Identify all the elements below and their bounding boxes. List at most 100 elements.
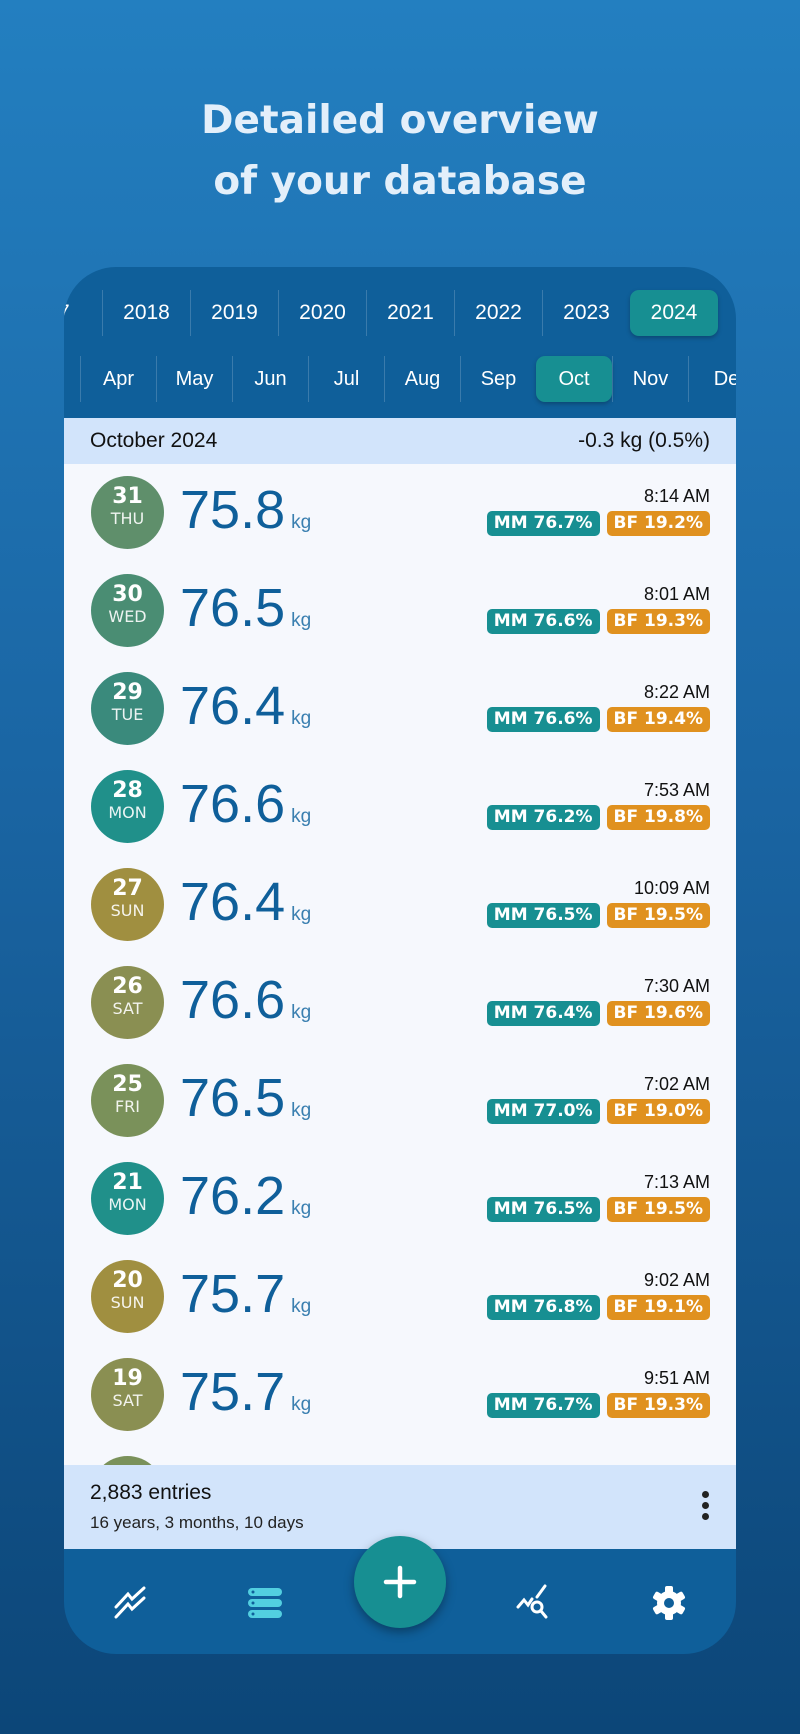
headline-line-2: of your database [213,159,587,204]
weight-value: 76.5 kg [180,1066,311,1143]
entry-time: 8:14 AM [643,486,710,506]
weekday: SUN [110,901,145,920]
year-tab-2022[interactable]: 2022 [454,290,542,336]
date-circle: 28 MON [91,770,164,843]
weight-unit: kg [291,610,312,631]
weight-value: 76.5 kg [180,576,311,653]
entry-row[interactable]: 27 SUN 76.4 kg 10:09 AM MM 76.5% BF 19.5% [64,856,736,954]
analysis-icon[interactable] [515,1583,555,1623]
muscle-mass-badge: MM 76.7% [486,1393,600,1418]
month-change: -0.3 kg (0.5%) [578,429,710,452]
entry-row[interactable]: 20 SUN 75.7 kg 9:02 AM MM 76.8% BF 19.1% [64,1248,736,1346]
entry-time: 8:01 AM [643,584,710,604]
month-tab-aug[interactable]: Aug [384,356,460,402]
entries-list[interactable]: 19 SAT 75.7 kg 9:51 AM MM 76.7% BF 19.3% 20 S… [64,464,736,1465]
day-number: 29 [112,680,143,705]
year-tab-2020[interactable]: 2020 [278,290,366,336]
weight-unit: kg [291,1002,312,1023]
weight-number: 76.4 [180,872,286,932]
month-tab-nov[interactable]: Nov [612,356,688,402]
weight-value: 76.2 kg [180,1164,311,1241]
settings-icon[interactable] [649,1583,689,1623]
day-number: 31 [112,484,143,509]
app-window: 172018201920202021202220232024 rAprMayJu… [64,267,736,1654]
weekday: THU [110,509,145,528]
weight-unit: kg [291,904,312,925]
add-entry-button[interactable] [354,1536,446,1628]
weight-unit: kg [291,1394,312,1415]
body-fat-badge: BF 19.0% [606,1099,710,1124]
weekday: WED [108,607,147,626]
entry-row[interactable]: 29 TUE 76.4 kg 8:22 AM MM 76.6% BF 19.4% [64,660,736,758]
day-number: 28 [112,778,143,803]
month-tab-may[interactable]: May [156,356,232,402]
partial-date-circle [91,1456,164,1465]
time-span: 16 years, 3 months, 10 days [90,1513,304,1532]
weekday: SAT [112,999,143,1018]
muscle-mass-badge: MM 76.8% [486,1295,600,1320]
weekday: TUE [111,705,144,724]
entry-row[interactable]: 30 WED 76.5 kg 8:01 AM MM 76.6% BF 19.3% [64,562,736,660]
entry-row[interactable]: 25 FRI 76.5 kg 7:02 AM MM 77.0% BF 19.0% [64,1052,736,1150]
chart-icon[interactable] [111,1583,151,1623]
entry-row[interactable]: 28 MON 76.6 kg 7:53 AM MM 76.2% BF 19.8% [64,758,736,856]
date-circle: 20 SUN [91,1260,164,1333]
entry-row[interactable]: 26 SAT 76.6 kg 7:30 AM MM 76.4% BF 19.6% [64,954,736,1052]
body-fat-badge: BF 19.5% [606,1197,710,1222]
year-tab-2021[interactable]: 2021 [366,290,454,336]
year-tab-17[interactable]: 17 [64,290,102,336]
year-tab-2018[interactable]: 2018 [102,290,190,336]
muscle-mass-badge: MM 76.5% [486,1197,600,1222]
entry-row[interactable]: 31 THU 75.8 kg 8:14 AM MM 76.7% BF 19.2% [64,464,736,562]
entry-time: 7:30 AM [643,976,710,996]
muscle-mass-badge: MM 76.6% [486,707,600,732]
month-tab-jul[interactable]: Jul [308,356,384,402]
weight-value: 75.7 kg [180,1360,311,1437]
body-fat-badge: BF 19.8% [606,805,710,830]
weight-number: 76.2 [180,1166,286,1226]
entry-time: 7:02 AM [643,1074,710,1094]
weight-unit: kg [291,708,312,729]
weight-unit: kg [291,512,312,533]
month-tab-apr[interactable]: Apr [80,356,156,402]
day-number: 30 [112,582,143,607]
weekday: SAT [112,1391,143,1410]
weight-value: 76.4 kg [180,870,311,947]
entry-time: 7:13 AM [643,1172,710,1192]
weekday: MON [108,803,147,822]
entry-row[interactable]: 21 MON 76.2 kg 7:13 AM MM 76.5% BF 19.5% [64,1150,736,1248]
headline: Detailed overview of your database [0,90,800,212]
date-circle: 21 MON [91,1162,164,1235]
body-fat-badge: BF 19.3% [606,609,710,634]
date-circle: 31 THU [91,476,164,549]
weekday: MON [108,1195,147,1214]
month-tab-jun[interactable]: Jun [232,356,308,402]
body-fat-badge: BF 19.4% [606,707,710,732]
year-tab-2023[interactable]: 2023 [542,290,630,336]
entry-row[interactable]: 19 SAT 75.7 kg 9:51 AM MM 76.7% BF 19.3% [64,1346,736,1444]
month-tabs[interactable]: rAprMayJunJulAugSepOctNovDe [64,356,736,402]
list-icon[interactable] [245,1583,285,1623]
more-options-icon[interactable] [702,1491,710,1520]
month-tab-r[interactable]: r [64,356,80,402]
year-tab-2024[interactable]: 2024 [630,290,718,336]
year-tabs[interactable]: 172018201920202021202220232024 [64,290,718,336]
body-fat-badge: BF 19.5% [606,903,710,928]
entry-time: 9:51 AM [643,1368,710,1388]
body-fat-badge: BF 19.6% [606,1001,710,1026]
weight-unit: kg [291,1100,312,1121]
weight-number: 75.8 [180,480,286,540]
weight-value: 76.6 kg [180,968,311,1045]
weekday: SUN [110,1293,145,1312]
date-circle: 26 SAT [91,966,164,1039]
headline-line-1: Detailed overview [201,98,599,143]
month-tab-de[interactable]: De [688,356,736,402]
date-circle: 25 FRI [91,1064,164,1137]
month-tab-oct[interactable]: Oct [536,356,612,402]
muscle-mass-badge: MM 76.2% [486,805,600,830]
weight-unit: kg [291,1296,312,1317]
day-number: 21 [112,1170,143,1195]
weight-number: 76.6 [180,970,286,1030]
month-tab-sep[interactable]: Sep [460,356,536,402]
year-tab-2019[interactable]: 2019 [190,290,278,336]
